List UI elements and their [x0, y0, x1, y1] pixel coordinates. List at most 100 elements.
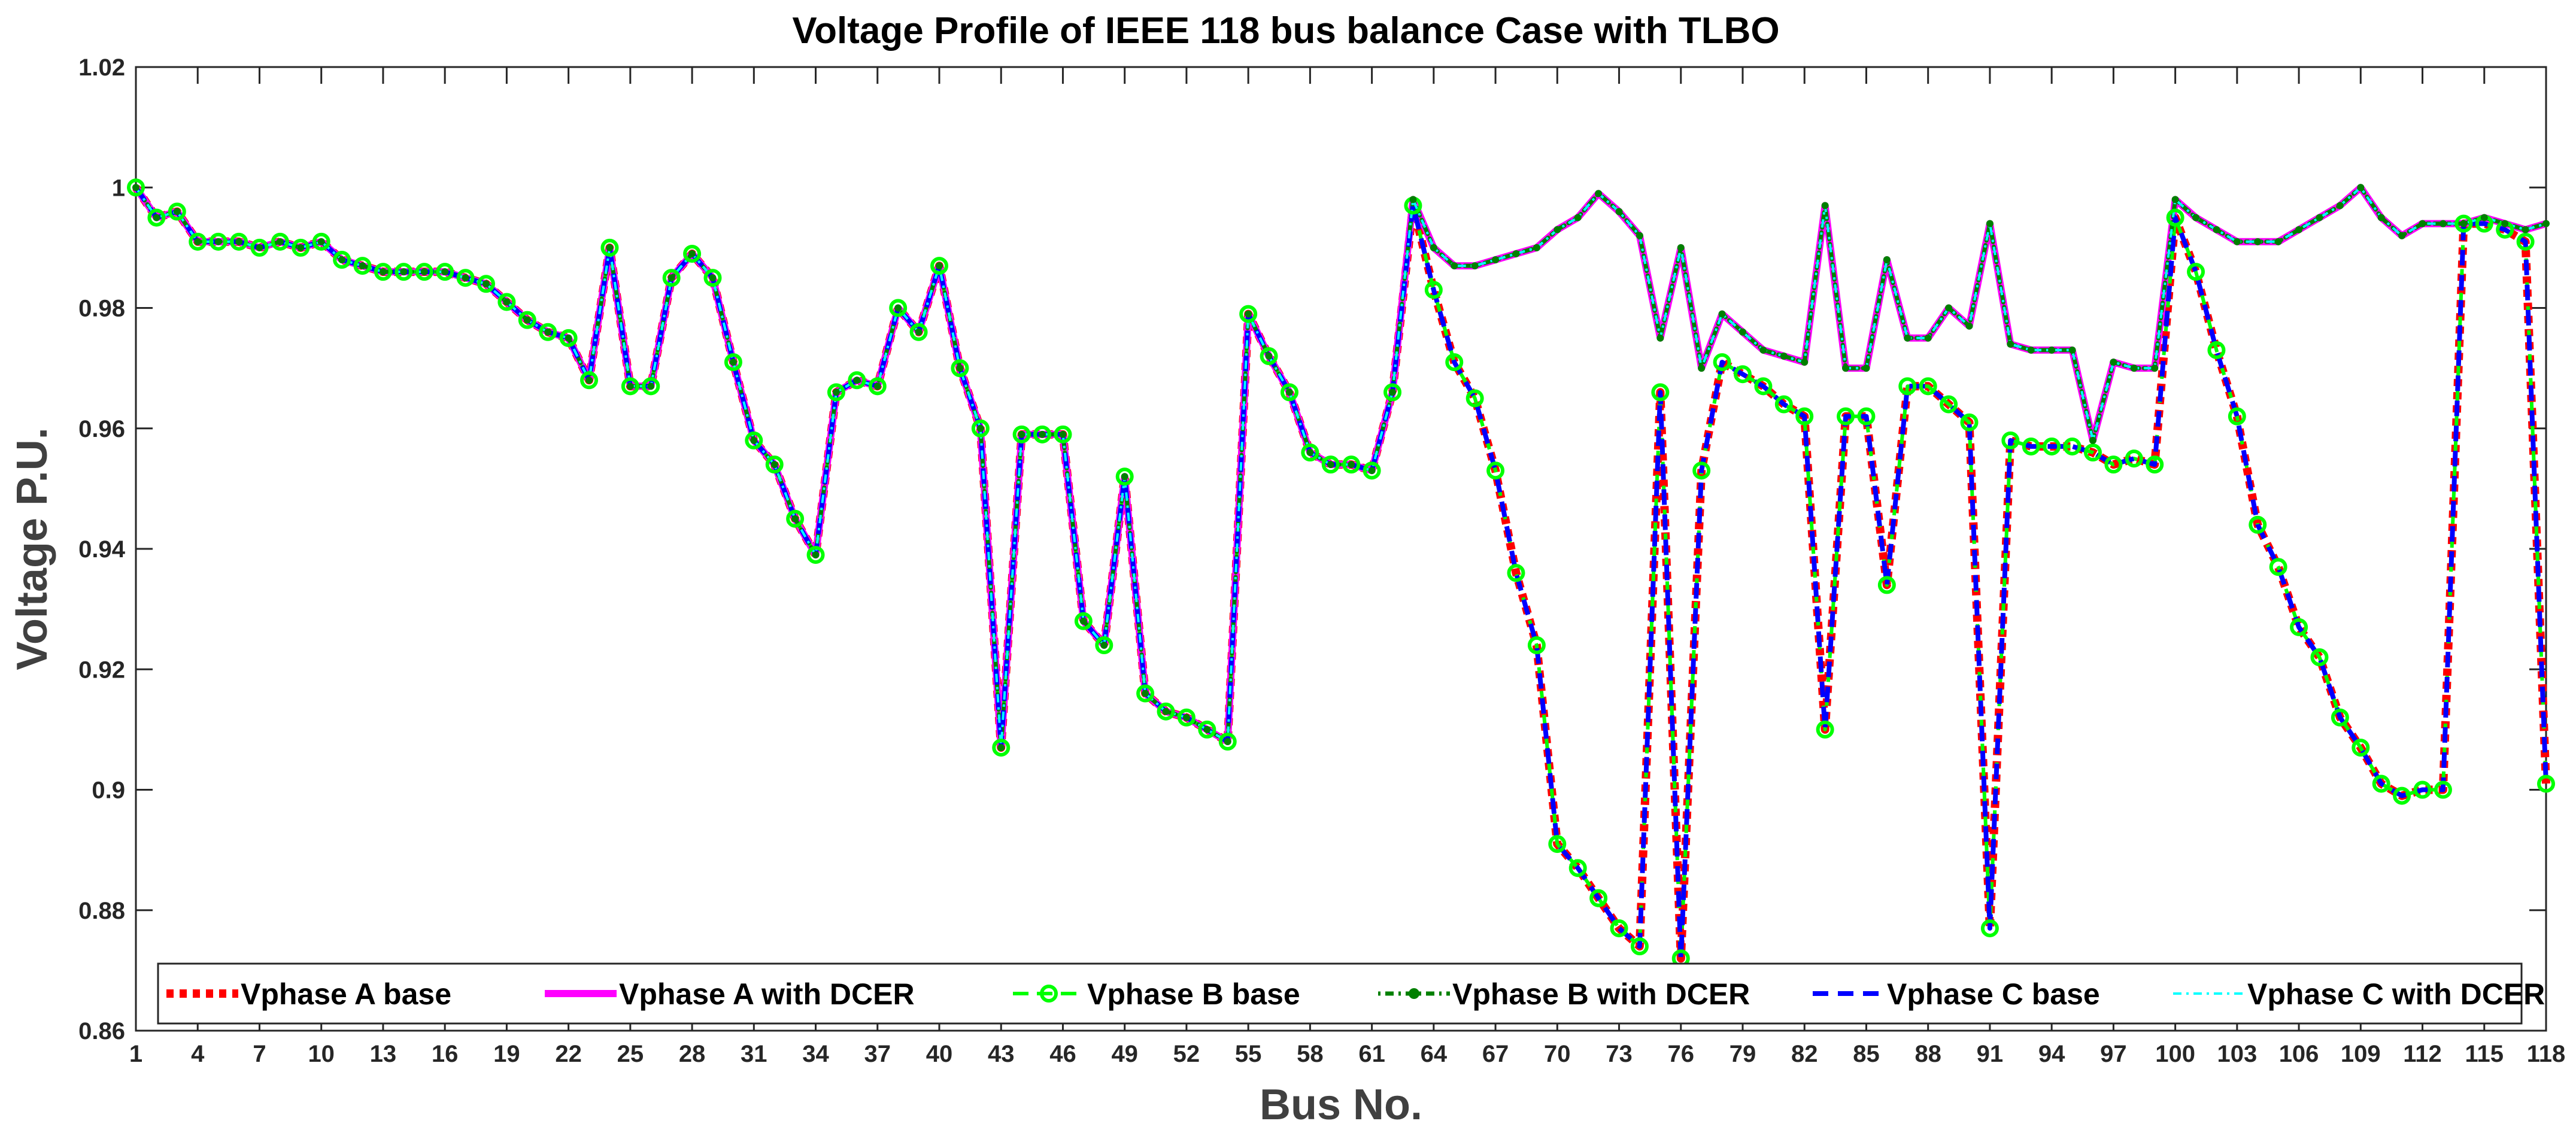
marker-b-base	[951, 359, 969, 378]
marker-b-dcer	[256, 244, 263, 251]
marker-b-dcer	[194, 238, 202, 245]
marker-b-base	[642, 377, 660, 396]
x-tick-label: 7	[253, 1041, 266, 1067]
x-axis-label: Bus No.	[1260, 1081, 1422, 1129]
marker-b-dcer	[936, 262, 943, 270]
marker-b-base	[600, 238, 619, 257]
marker-b-dcer	[997, 744, 1005, 752]
marker-b-base	[2269, 558, 2287, 576]
marker-b-dcer	[1471, 262, 1479, 270]
legend-label: Vphase B base	[1087, 977, 1300, 1011]
x-tick-label: 49	[1111, 1041, 1138, 1067]
marker-b-base	[889, 299, 908, 317]
x-tick-label: 82	[1791, 1041, 1818, 1067]
marker-b-base	[703, 269, 722, 287]
marker-b-base	[1877, 576, 1896, 594]
marker-b-base	[1239, 305, 1258, 323]
marker-b-base	[230, 232, 248, 251]
marker-b-dcer	[915, 328, 923, 336]
marker-b-dcer	[2295, 226, 2303, 233]
marker-b-base	[374, 263, 392, 281]
x-tick-label: 76	[1668, 1041, 1695, 1067]
marker-b-base	[724, 353, 742, 372]
x-tick-label: 115	[2465, 1041, 2504, 1067]
marker-b-dcer	[791, 515, 799, 523]
marker-b-base	[806, 546, 825, 564]
marker-b-base	[1136, 684, 1155, 703]
marker-b-dcer	[1986, 220, 1994, 227]
marker-b-dcer	[400, 268, 408, 276]
x-tick-label: 43	[988, 1041, 1015, 1067]
legend-marker-b-base	[1040, 985, 1058, 1003]
x-tick-label: 55	[1235, 1041, 1262, 1067]
marker-b-dcer	[812, 551, 820, 559]
marker-b-base	[621, 377, 639, 396]
marker-b-dcer	[2439, 220, 2447, 227]
marker-b-base	[1898, 377, 1917, 396]
marker-b-dcer	[132, 184, 139, 192]
marker-b-base	[559, 329, 578, 347]
marker-b-dcer	[750, 436, 758, 444]
y-tick-label: 1.02	[78, 54, 125, 81]
x-tick-label: 31	[741, 1041, 767, 1067]
marker-b-base	[2022, 437, 2040, 455]
legend-marker-b-dcer	[1409, 988, 1419, 999]
marker-b-base	[1734, 365, 1752, 384]
marker-b-base	[395, 263, 413, 281]
y-tick-label: 0.9	[92, 777, 125, 804]
y-axis-ticks: 0.86 0.88 0.9 0.92 0.94 0.96 0.98 1 1.02	[78, 54, 2546, 1044]
x-tick-label: 37	[864, 1041, 891, 1067]
marker-b-dcer	[585, 376, 593, 384]
marker-b-base	[539, 323, 557, 341]
marker-b-base	[292, 238, 310, 257]
marker-b-base	[1527, 636, 1546, 654]
marker-b-dcer	[2501, 220, 2509, 227]
marker-b-dcer	[2254, 238, 2262, 245]
marker-b-dcer	[976, 424, 984, 432]
marker-b-dcer	[214, 238, 222, 245]
marker-b-dcer	[1451, 262, 1458, 270]
marker-b-base	[1507, 564, 1525, 582]
marker-b-dcer	[544, 328, 552, 336]
marker-b-base	[1980, 919, 1999, 937]
marker-b-dcer	[1142, 690, 1149, 697]
marker-b-base	[1033, 425, 1052, 444]
marker-b-base	[1568, 859, 1587, 877]
marker-b-dcer	[667, 274, 675, 282]
marker-b-dcer	[1203, 725, 1211, 733]
marker-b-dcer	[462, 274, 469, 282]
marker-b-base	[765, 455, 784, 474]
x-tick-label: 16	[432, 1041, 459, 1067]
x-tick-label: 97	[2100, 1041, 2127, 1067]
marker-b-dcer	[688, 250, 696, 257]
marker-b-dcer	[317, 238, 325, 245]
marker-b-base	[1486, 461, 1505, 480]
marker-b-dcer	[1409, 196, 1417, 203]
marker-b-dcer	[1306, 449, 1314, 456]
x-tick-label: 4	[191, 1041, 205, 1067]
marker-b-base	[1754, 377, 1773, 396]
marker-b-dcer	[1265, 353, 1273, 360]
marker-b-dcer	[1574, 214, 1582, 221]
marker-b-dcer	[1615, 208, 1623, 215]
marker-b-dcer	[2233, 238, 2241, 245]
marker-b-dcer	[2130, 365, 2138, 372]
marker-b-dcer	[2274, 238, 2282, 245]
marker-b-base	[971, 419, 990, 438]
marker-b-dcer	[1718, 310, 1726, 318]
marker-b-dcer	[894, 304, 902, 312]
marker-b-base	[1095, 636, 1113, 654]
marker-b-dcer	[2213, 226, 2220, 233]
marker-b-base	[456, 269, 475, 287]
marker-b-base	[1774, 395, 1793, 414]
marker-b-dcer	[1100, 642, 1108, 649]
marker-b-dcer	[1656, 334, 1664, 342]
x-tick-label: 52	[1173, 1041, 1200, 1067]
chart-title: Voltage Profile of IEEE 118 bus balance …	[792, 10, 1779, 51]
marker-b-base	[992, 739, 1011, 757]
marker-b-base	[1383, 383, 1402, 402]
marker-b-dcer	[2542, 220, 2550, 227]
series-line-c-dcer	[135, 186, 2547, 749]
marker-b-base	[147, 208, 166, 227]
